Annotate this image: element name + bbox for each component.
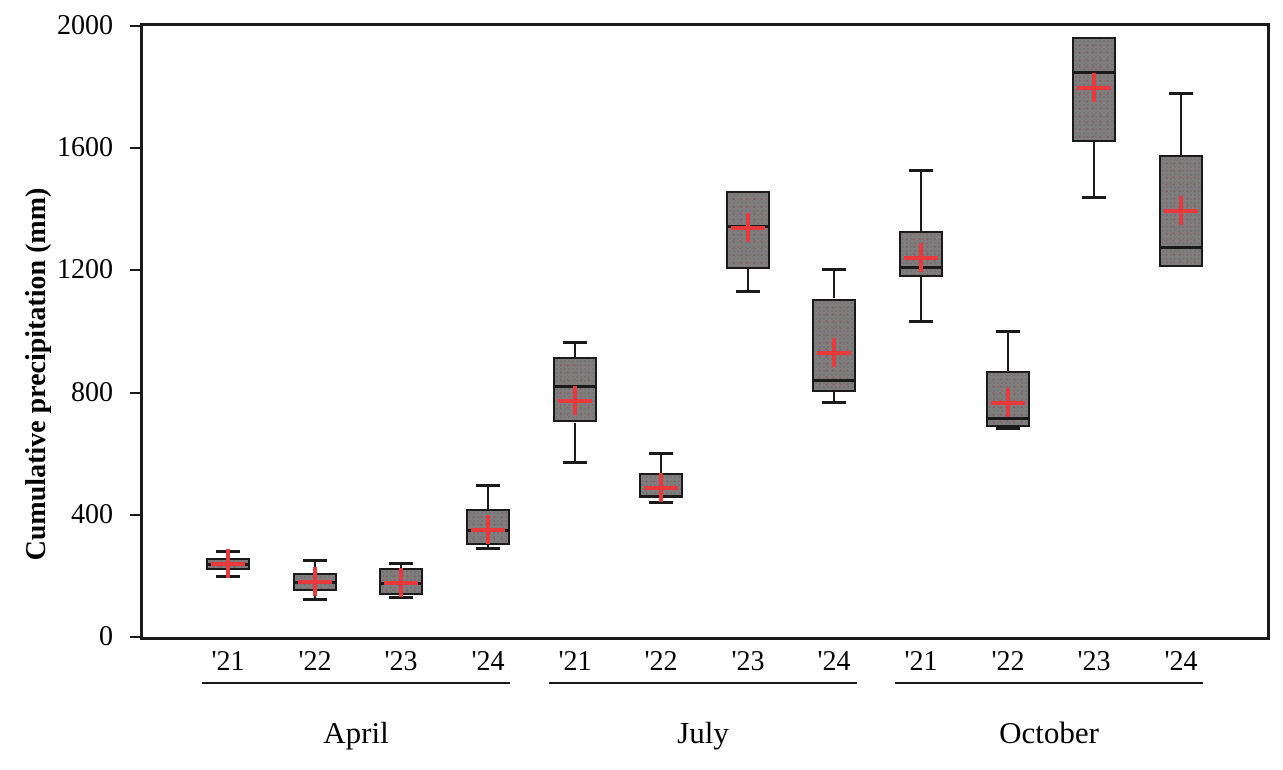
y-axis-tick-label: 1200 bbox=[57, 254, 113, 285]
whisker-top-cap-october-24 bbox=[1169, 92, 1193, 95]
y-axis-tick bbox=[130, 269, 141, 271]
whisker-top-cap-april-22 bbox=[303, 559, 327, 562]
whisker-top-cap-april-23 bbox=[389, 562, 413, 565]
whisker-bottom-july-23 bbox=[747, 269, 749, 292]
y-axis-tick bbox=[130, 514, 141, 516]
y-axis-tick-label: 0 bbox=[99, 621, 113, 652]
y-axis-tick-label: 800 bbox=[71, 377, 113, 408]
group-underline-july bbox=[549, 682, 857, 684]
whisker-top-april-22 bbox=[314, 560, 316, 573]
mean-marker-october-23 bbox=[1092, 73, 1096, 102]
whisker-top-cap-october-22 bbox=[996, 330, 1020, 333]
whisker-top-cap-july-22 bbox=[649, 452, 673, 455]
whisker-bottom-cap-april-22 bbox=[303, 598, 327, 601]
whisker-bottom-october-23 bbox=[1093, 142, 1095, 198]
whisker-top-july-22 bbox=[660, 453, 662, 473]
whisker-top-july-21 bbox=[574, 342, 576, 357]
x-tick-label-july-23: '23 bbox=[731, 646, 765, 677]
whisker-top-october-22 bbox=[1007, 331, 1009, 371]
whisker-bottom-cap-july-24 bbox=[822, 401, 846, 404]
month-label-april: April bbox=[323, 715, 389, 750]
x-tick-label-october-23: '23 bbox=[1077, 646, 1111, 677]
mean-marker-april-24 bbox=[486, 515, 490, 544]
y-axis-tick bbox=[130, 25, 141, 27]
mean-marker-july-24 bbox=[832, 338, 836, 367]
y-axis-title: Cumulative precipitation (mm) bbox=[21, 187, 52, 561]
whisker-top-cap-july-21 bbox=[563, 341, 587, 344]
whisker-bottom-cap-july-23 bbox=[736, 290, 760, 293]
y-axis-tick bbox=[130, 392, 141, 394]
x-tick-label-july-21: '21 bbox=[558, 646, 592, 677]
x-tick-label-october-24: '24 bbox=[1164, 646, 1198, 677]
whisker-top-april-24 bbox=[487, 485, 489, 509]
x-tick-label-october-22: '22 bbox=[991, 646, 1025, 677]
y-axis-tick bbox=[130, 636, 141, 638]
whisker-top-july-24 bbox=[833, 269, 835, 298]
group-underline-october bbox=[895, 682, 1203, 684]
mean-marker-april-21 bbox=[226, 549, 230, 578]
box-july-24 bbox=[812, 299, 856, 392]
median-october-23 bbox=[1072, 71, 1116, 74]
whisker-bottom-cap-october-21 bbox=[909, 320, 933, 323]
whisker-bottom-cap-april-23 bbox=[389, 596, 413, 599]
whisker-top-cap-october-21 bbox=[909, 169, 933, 172]
x-tick-label-april-24: '24 bbox=[471, 646, 505, 677]
mean-marker-october-24 bbox=[1179, 196, 1183, 225]
mean-marker-april-23 bbox=[399, 568, 403, 597]
y-axis-tick bbox=[130, 147, 141, 149]
whisker-bottom-cap-july-21 bbox=[563, 461, 587, 464]
x-tick-label-april-22: '22 bbox=[298, 646, 332, 677]
whisker-top-cap-july-24 bbox=[822, 268, 846, 271]
month-label-october: October bbox=[999, 715, 1099, 750]
mean-marker-july-21 bbox=[573, 386, 577, 415]
whisker-top-cap-april-24 bbox=[476, 484, 500, 487]
x-tick-label-july-24: '24 bbox=[817, 646, 851, 677]
whisker-top-april-23 bbox=[400, 563, 402, 568]
mean-marker-april-22 bbox=[313, 567, 317, 596]
group-underline-april bbox=[202, 682, 510, 684]
month-label-july: July bbox=[677, 715, 729, 750]
whisker-top-october-21 bbox=[920, 170, 922, 231]
whisker-bottom-october-21 bbox=[920, 277, 922, 322]
mean-marker-july-22 bbox=[659, 473, 663, 502]
whisker-bottom-cap-april-24 bbox=[476, 547, 500, 550]
whisker-bottom-july-21 bbox=[574, 423, 576, 463]
median-july-24 bbox=[812, 379, 856, 382]
x-tick-label-april-23: '23 bbox=[384, 646, 418, 677]
whisker-bottom-cap-july-22 bbox=[649, 501, 673, 504]
y-axis-tick-label: 400 bbox=[71, 499, 113, 530]
x-tick-label-july-22: '22 bbox=[644, 646, 678, 677]
whisker-bottom-cap-october-23 bbox=[1082, 196, 1106, 199]
whisker-bottom-july-24 bbox=[833, 392, 835, 403]
y-axis-tick-label: 2000 bbox=[57, 10, 113, 41]
x-tick-label-october-21: '21 bbox=[904, 646, 938, 677]
mean-marker-october-22 bbox=[1006, 388, 1010, 417]
x-tick-label-april-21: '21 bbox=[211, 646, 245, 677]
y-axis-tick-label: 1600 bbox=[57, 132, 113, 163]
mean-marker-october-21 bbox=[919, 243, 923, 272]
median-october-24 bbox=[1159, 246, 1203, 249]
whisker-top-october-24 bbox=[1180, 93, 1182, 155]
mean-marker-july-23 bbox=[746, 213, 750, 242]
median-october-22 bbox=[986, 417, 1030, 420]
whisker-bottom-cap-october-22 bbox=[996, 427, 1020, 430]
